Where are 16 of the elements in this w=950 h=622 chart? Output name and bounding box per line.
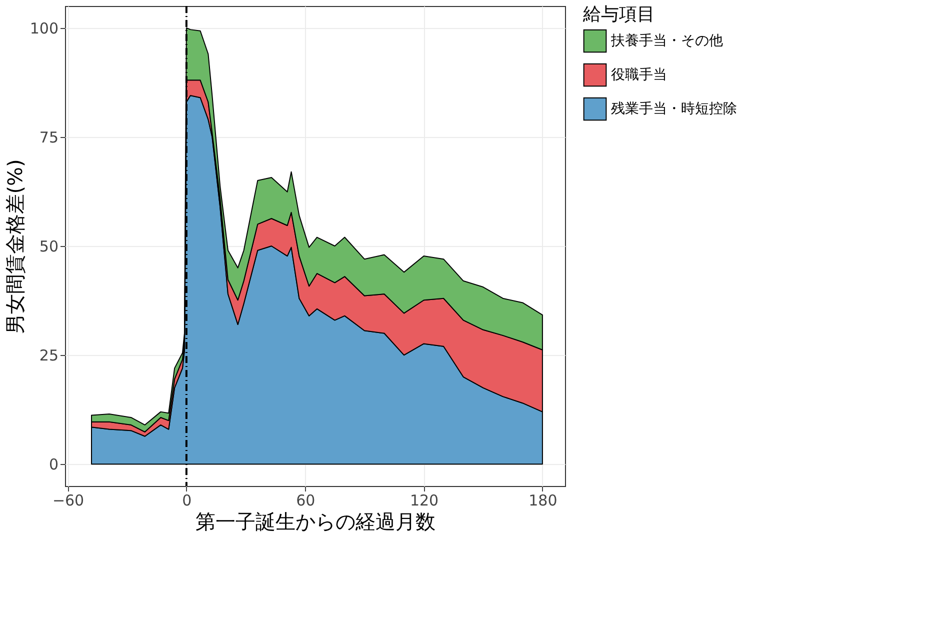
legend-label: 残業手当・時短控除 [611,101,737,117]
y-tick-label: 75 [39,128,58,146]
x-axis-title: 第一子誕生からの経過月数 [196,510,436,534]
x-tick-label: 120 [410,492,439,510]
y-tick-label: 100 [30,19,58,38]
x-tick-label: −60 [52,492,84,510]
legend-label: 役職手当 [611,67,667,83]
y-tick-label: 50 [39,238,58,256]
y-tick-label: 0 [48,456,58,474]
legend-label: 扶養手当・その他 [610,33,723,49]
x-tick-label: 180 [528,492,558,510]
legend-title: 給与項目 [582,4,655,25]
x-tick-label: 0 [182,492,192,510]
y-axis-title: 男女間賃金格差(%) [2,159,27,334]
x-tick-label: 60 [296,492,316,510]
y-tick-label: 25 [39,346,58,365]
